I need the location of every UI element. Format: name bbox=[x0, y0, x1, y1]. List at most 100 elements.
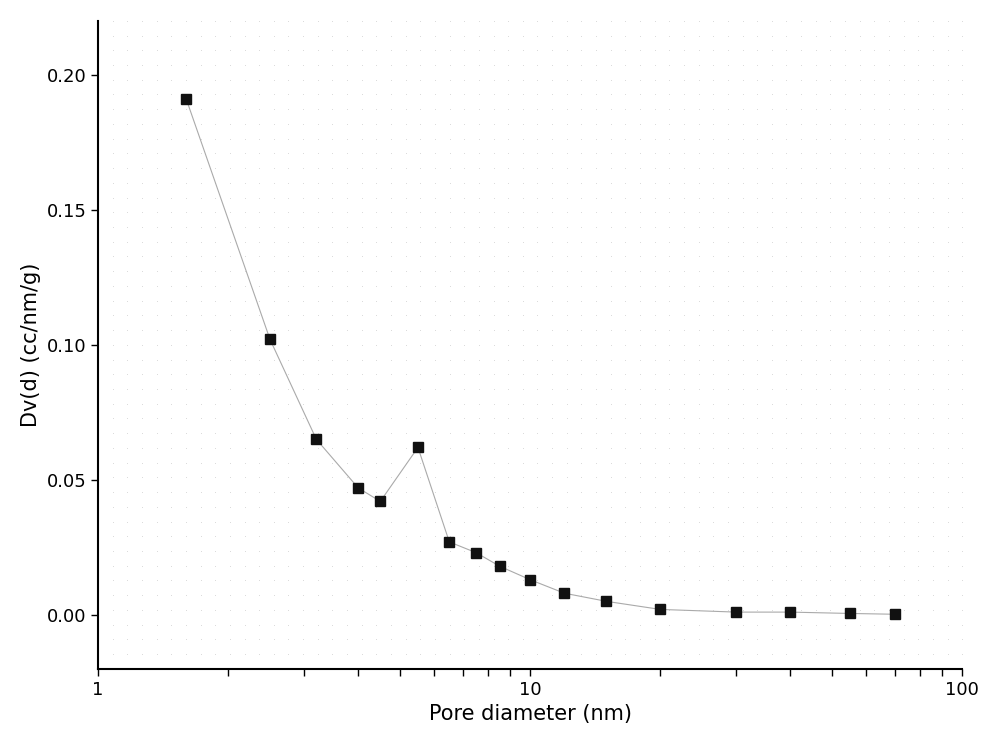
Point bbox=[544, 589, 560, 601]
Point bbox=[456, 589, 472, 601]
Point bbox=[266, 589, 282, 601]
Point bbox=[105, 191, 121, 203]
Point bbox=[940, 663, 956, 675]
Point bbox=[412, 148, 428, 159]
Point bbox=[251, 663, 267, 675]
Point bbox=[793, 383, 809, 395]
Point bbox=[764, 177, 780, 188]
Point bbox=[778, 559, 794, 571]
Point bbox=[588, 648, 604, 660]
Point bbox=[280, 633, 296, 645]
Point bbox=[573, 589, 589, 601]
Point bbox=[617, 104, 633, 115]
Point bbox=[193, 280, 209, 292]
Point bbox=[383, 280, 399, 292]
Point bbox=[339, 295, 355, 307]
Point bbox=[119, 339, 135, 351]
Point bbox=[442, 589, 458, 601]
Point bbox=[368, 280, 384, 292]
Point bbox=[603, 383, 619, 395]
Point bbox=[368, 15, 384, 27]
Point bbox=[398, 663, 414, 675]
Point bbox=[90, 618, 106, 630]
Point bbox=[149, 413, 165, 425]
Point bbox=[398, 309, 414, 321]
Point bbox=[515, 339, 531, 351]
Point bbox=[691, 501, 707, 513]
Point bbox=[193, 633, 209, 645]
Point bbox=[339, 427, 355, 439]
Point bbox=[383, 162, 399, 174]
Point bbox=[280, 427, 296, 439]
Point bbox=[691, 221, 707, 233]
Point bbox=[486, 618, 502, 630]
Point bbox=[134, 235, 150, 247]
Point bbox=[910, 574, 926, 586]
Point bbox=[427, 354, 443, 366]
Point bbox=[134, 44, 150, 56]
Point bbox=[500, 235, 516, 247]
Point bbox=[207, 663, 223, 675]
Point bbox=[178, 15, 194, 27]
Point bbox=[954, 516, 970, 527]
Point bbox=[705, 89, 721, 101]
Point bbox=[90, 545, 106, 557]
Point bbox=[251, 15, 267, 27]
Point bbox=[310, 472, 326, 484]
Point bbox=[207, 162, 223, 174]
Point bbox=[837, 457, 853, 469]
Point bbox=[837, 295, 853, 307]
Point bbox=[852, 559, 868, 571]
Point bbox=[735, 648, 751, 660]
Point bbox=[778, 574, 794, 586]
Point bbox=[573, 250, 589, 262]
Point bbox=[90, 133, 106, 145]
Point bbox=[134, 250, 150, 262]
Point bbox=[383, 15, 399, 27]
Point bbox=[515, 309, 531, 321]
Point bbox=[881, 221, 897, 233]
Point bbox=[486, 15, 502, 27]
Point bbox=[486, 633, 502, 645]
Point bbox=[529, 545, 545, 557]
Point bbox=[720, 442, 736, 454]
Point bbox=[676, 235, 692, 247]
Point bbox=[222, 501, 238, 513]
Point bbox=[515, 574, 531, 586]
Point bbox=[383, 648, 399, 660]
Point bbox=[691, 618, 707, 630]
Point bbox=[383, 545, 399, 557]
Point bbox=[559, 309, 575, 321]
Point bbox=[222, 516, 238, 527]
Point bbox=[837, 427, 853, 439]
Point bbox=[412, 633, 428, 645]
Point bbox=[764, 265, 780, 277]
Point bbox=[90, 191, 106, 203]
Point bbox=[632, 74, 648, 86]
Point bbox=[266, 250, 282, 262]
Point bbox=[661, 89, 677, 101]
Point bbox=[617, 339, 633, 351]
Point bbox=[588, 574, 604, 586]
Point bbox=[324, 235, 340, 247]
Point bbox=[90, 589, 106, 601]
Point bbox=[881, 398, 897, 410]
Point bbox=[852, 413, 868, 425]
Point bbox=[398, 368, 414, 380]
Point bbox=[940, 633, 956, 645]
Point bbox=[559, 15, 575, 27]
Point bbox=[866, 559, 882, 571]
Point bbox=[486, 235, 502, 247]
Point bbox=[310, 559, 326, 571]
Point bbox=[515, 472, 531, 484]
Point bbox=[544, 280, 560, 292]
Point bbox=[896, 309, 912, 321]
Point bbox=[368, 413, 384, 425]
Point bbox=[134, 457, 150, 469]
Point bbox=[368, 486, 384, 498]
Point bbox=[925, 442, 941, 454]
Point bbox=[178, 191, 194, 203]
Point bbox=[603, 104, 619, 115]
Point bbox=[383, 472, 399, 484]
Point bbox=[632, 177, 648, 188]
